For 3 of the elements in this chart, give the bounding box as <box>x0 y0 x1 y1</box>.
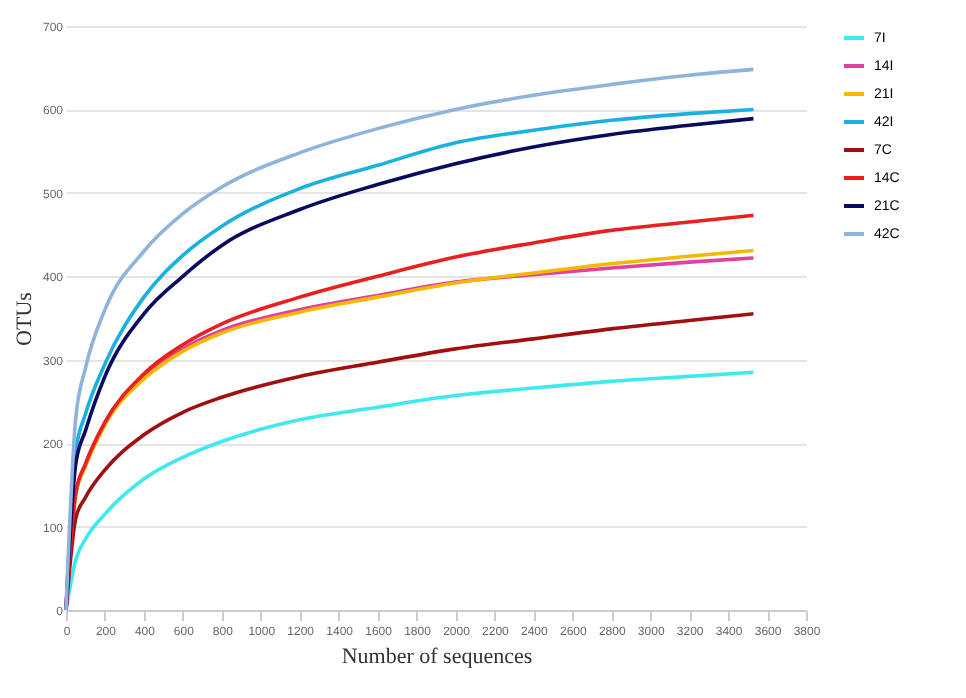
line-series <box>64 370 756 612</box>
x-axis-title: Number of sequences <box>341 645 533 669</box>
y-axis-title: OTUs <box>12 292 37 346</box>
